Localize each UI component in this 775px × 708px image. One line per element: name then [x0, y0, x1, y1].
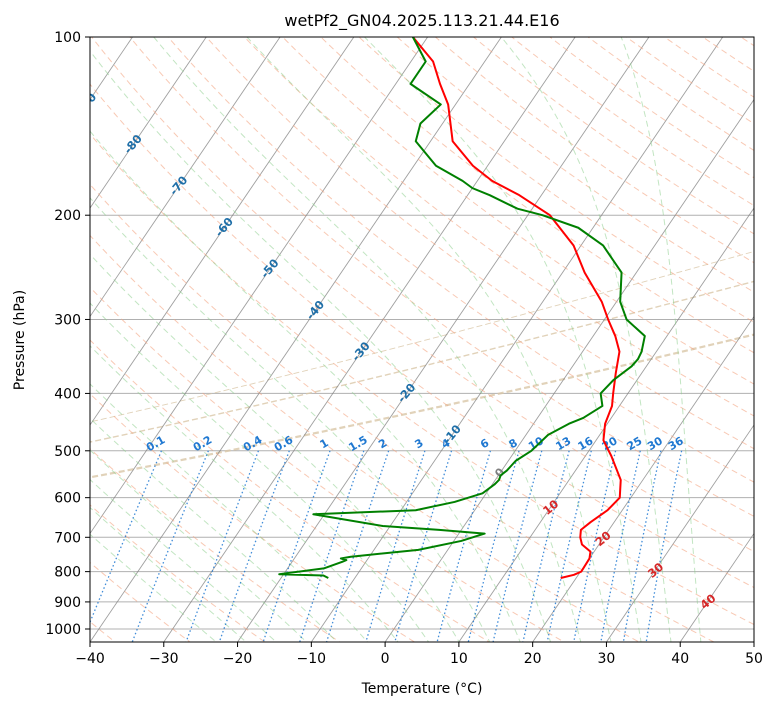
x-tick-label: −20 — [223, 651, 253, 667]
mixing-ratio-line — [622, 450, 662, 642]
dry-adiabat-line — [90, 339, 491, 642]
isotherm-line — [90, 37, 429, 535]
y-tick-label: 900 — [54, 595, 81, 611]
moist-adiabat-line — [90, 449, 308, 642]
isotherm-line — [90, 37, 502, 642]
y-axis-label: Pressure (hPa) — [12, 290, 28, 390]
dry-adiabat-line — [549, 37, 754, 179]
plot-frame — [89, 36, 755, 643]
isotherm-line — [310, 37, 724, 642]
dry-adiabat-line — [90, 393, 416, 642]
dry-adiabat-line — [90, 133, 754, 626]
dry-adiabat-line — [91, 37, 754, 553]
isotherm-line — [384, 98, 754, 642]
x-tick-label: 40 — [671, 651, 689, 667]
moist-adiabat-line — [90, 478, 277, 642]
moist-adiabat-line — [500, 37, 672, 642]
moist-adiabat-line — [90, 533, 218, 642]
x-axis-ticks: −40 −30 −20 −10 0 10 20 30 40 50 — [75, 642, 763, 667]
y-tick-label: 200 — [54, 208, 81, 224]
isotherm-line — [237, 37, 650, 642]
dewpoint-profile — [278, 37, 646, 579]
pressure-gridlines — [90, 37, 754, 630]
moist-adiabat-line — [90, 345, 399, 642]
dry-adiabats — [90, 37, 754, 642]
x-tick-label: 30 — [598, 651, 616, 667]
dry-adiabat-line — [90, 83, 754, 589]
mixing-ratio-line — [600, 450, 641, 642]
mixing-ratio-line — [394, 450, 453, 642]
dry-adiabat-line — [358, 37, 754, 323]
moist-adiabat-line — [90, 417, 338, 642]
sounding-series — [278, 37, 646, 579]
plot-area: 0.10.20.40.611.52346810131620253036-100-… — [75, 37, 754, 642]
isotherm-gridlines — [90, 37, 754, 642]
y-axis-ticks: 100 200 300 400 500 600 700 800 900 1000 — [45, 30, 90, 638]
moist-adiabat-line — [90, 302, 430, 642]
dry-adiabat-line — [281, 37, 754, 385]
mixing-ratio-line — [467, 450, 520, 642]
moist-adiabat-line — [90, 506, 247, 642]
y-tick-label: 500 — [54, 444, 81, 460]
dry-adiabat-line — [167, 37, 754, 483]
temperature-profile — [412, 37, 622, 579]
dry-adiabat-line — [472, 37, 754, 235]
y-tick-label: 100 — [54, 30, 81, 46]
x-tick-label: −40 — [75, 651, 105, 667]
mixing-ratio-line — [546, 450, 592, 642]
dry-adiabat-line — [243, 37, 754, 417]
moist-adiabat-line — [90, 253, 460, 642]
background-arcs — [90, 251, 754, 479]
isotherm-label: -90 — [75, 90, 99, 115]
dry-adiabat-line — [396, 37, 754, 293]
y-tick-label: 700 — [54, 530, 81, 546]
mixing-ratio-line — [218, 450, 290, 642]
x-axis-label: Temperature (°C) — [361, 681, 483, 697]
y-tick-label: 800 — [54, 565, 81, 581]
isotherm-line — [605, 424, 754, 642]
moist-adiabat-line — [246, 37, 612, 642]
mixing-ratio-line — [573, 450, 617, 642]
isotherm-line — [90, 37, 207, 209]
x-tick-label: 50 — [745, 651, 763, 667]
y-tick-label: 300 — [54, 312, 81, 328]
y-tick-label: 1000 — [45, 622, 81, 638]
mixing-ratio-lines — [90, 450, 683, 642]
x-tick-label: 20 — [524, 651, 542, 667]
mixing-ratio-line — [492, 450, 543, 642]
dry-adiabat-line — [129, 37, 754, 517]
isotherm-line — [90, 37, 281, 318]
isotherm-line — [458, 207, 754, 642]
moist-adiabat-line — [363, 37, 642, 642]
dry-adiabat-line — [587, 37, 754, 152]
x-tick-label: 0 — [381, 651, 390, 667]
mixing-ratio-line — [436, 450, 492, 642]
moist-adiabat-line — [153, 37, 582, 642]
dry-adiabat-line — [320, 37, 754, 354]
moist-adiabats — [90, 37, 702, 642]
mixing-ratio-line — [365, 450, 426, 642]
mixing-ratio-line — [131, 450, 209, 642]
isotherm-line — [90, 37, 355, 426]
x-tick-label: −30 — [149, 651, 179, 667]
y-tick-label: 600 — [54, 491, 81, 507]
chart-title: wetPf2_GN04.2025.113.21.44.E16 — [284, 11, 559, 31]
isotherm-line — [532, 315, 754, 642]
background-arc — [90, 280, 754, 443]
mixing-ratio-line — [185, 450, 260, 642]
mixing-ratio-line — [90, 450, 163, 624]
moist-adiabat-line — [90, 50, 552, 642]
y-tick-label: 400 — [54, 386, 81, 402]
moist-adiabat-line — [620, 37, 702, 642]
x-tick-label: −10 — [297, 651, 327, 667]
mixing-ratio-line — [522, 450, 570, 642]
isotherm-line — [679, 532, 754, 642]
isotherm-line — [163, 37, 576, 642]
x-tick-label: 10 — [450, 651, 468, 667]
